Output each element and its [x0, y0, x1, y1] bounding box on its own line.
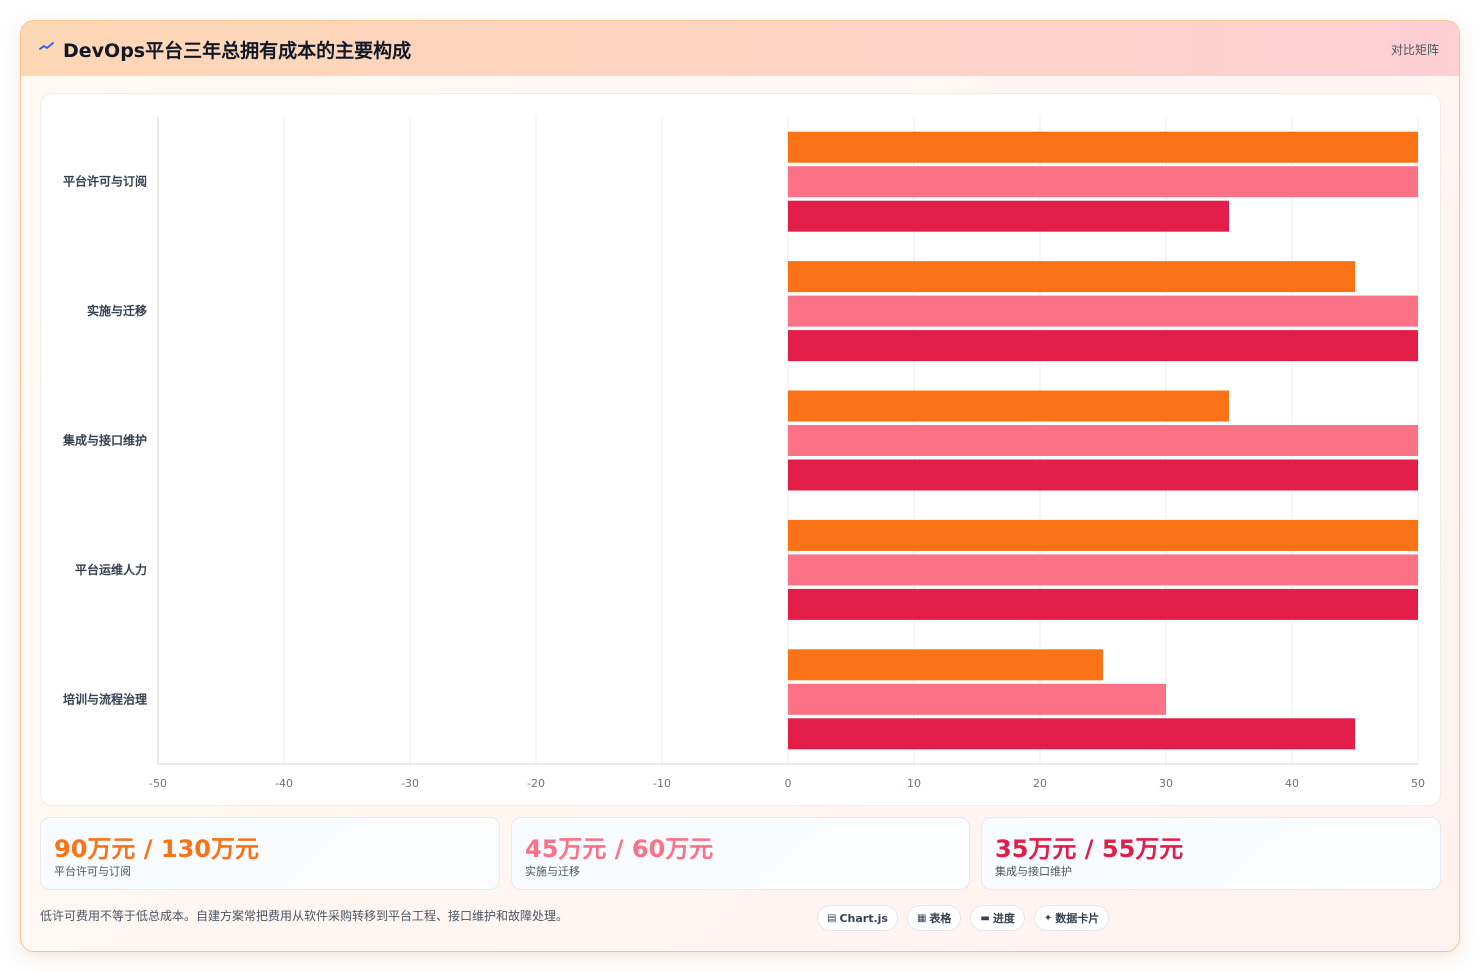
y-category-label: 平台运维人力 — [75, 562, 147, 577]
footnote: 低许可费用不等于低总成本。自建方案常把费用从软件采购转移到平台工程、接口维护和故… — [40, 909, 569, 923]
bar — [788, 554, 1418, 586]
chart-card: DevOps平台三年总拥有成本的主要构成 对比矩阵 -50 -40 -30 -20 -1… — [20, 20, 1460, 952]
bar — [788, 425, 1418, 456]
chip-label: 进度 — [992, 912, 1015, 925]
chip-progress[interactable]: ▬ 进度 — [970, 905, 1025, 931]
x-tick-label: 0 — [785, 777, 792, 790]
stat-label: 实施与迁移 — [525, 865, 580, 878]
x-tick-label: 50 — [1411, 777, 1425, 790]
sparkline-icon — [39, 42, 54, 50]
bar — [788, 166, 1418, 198]
chart-panel: -50 -40 -30 -20 -10 0 10 20 30 40 50 平台许可与订阅实施与迁移集成… — [40, 93, 1441, 806]
progress-icon: ▬ — [980, 912, 990, 924]
chip-label: 表格 — [929, 912, 952, 925]
bar — [788, 390, 1229, 422]
stat-value: 35万元 / 55万元 — [995, 835, 1184, 863]
x-tick-label: 30 — [1159, 777, 1173, 790]
chip-data-card[interactable]: ✦ 数据卡片 — [1033, 905, 1110, 931]
bar — [788, 649, 1103, 681]
y-category-label: 培训与流程治理 — [63, 691, 147, 706]
y-category-label: 集成与接口维护 — [62, 433, 147, 448]
bar — [788, 131, 1418, 163]
bar — [788, 330, 1418, 362]
bar — [788, 295, 1418, 327]
chip-chartjs[interactable]: ▤ Chart.js — [817, 905, 898, 931]
chip-table[interactable]: ▦ 表格 — [906, 905, 962, 931]
x-tick-label: 10 — [907, 777, 921, 790]
view-chips: ▤ Chart.js ▦ 表格 ▬ 进度 ✦ 数据卡片 — [817, 905, 1110, 931]
stat-value: 45万元 / 60万元 — [525, 835, 714, 863]
x-tick-label: -50 — [149, 777, 167, 790]
bar-chart: -50 -40 -30 -20 -10 0 10 20 30 40 50 平台许可与订阅实施与迁移集成… — [62, 117, 1425, 790]
x-tick-label: 20 — [1033, 777, 1047, 790]
stat-card-implementation: 45万元 / 60万元 实施与迁移 — [511, 817, 970, 890]
x-tick-label: -20 — [527, 777, 545, 790]
bar — [788, 261, 1355, 293]
x-tick-label: -40 — [275, 777, 293, 790]
y-category-label: 平台许可与订阅 — [63, 174, 147, 189]
y-category-label: 实施与迁移 — [87, 303, 147, 318]
bar — [788, 519, 1418, 551]
bar — [788, 200, 1229, 232]
x-tick-label: 40 — [1285, 777, 1299, 790]
bar — [788, 718, 1355, 750]
chip-label: Chart.js — [839, 911, 888, 925]
bar — [788, 588, 1418, 620]
stat-card-license: 90万元 / 130万元 平台许可与订阅 — [40, 817, 500, 890]
x-tick-label: -10 — [653, 777, 671, 790]
stat-value: 90万元 / 130万元 — [54, 835, 259, 863]
view-tag[interactable]: 对比矩阵 — [1390, 43, 1439, 57]
chip-label: 数据卡片 — [1055, 912, 1100, 925]
stat-card-integration: 35万元 / 55万元 集成与接口维护 — [981, 817, 1441, 890]
table-icon: ▦ — [916, 912, 927, 924]
page-title: DevOps平台三年总拥有成本的主要构成 — [63, 40, 412, 62]
sparkle-icon: ✦ — [1043, 912, 1053, 924]
x-tick-label: -30 — [401, 777, 419, 790]
bar — [788, 683, 1166, 715]
card-header: DevOps平台三年总拥有成本的主要构成 对比矩阵 — [21, 21, 1459, 76]
stat-label: 集成与接口维护 — [995, 865, 1072, 878]
chart-icon: ▤ — [827, 912, 837, 924]
stat-label: 平台许可与订阅 — [54, 865, 131, 878]
bar — [788, 459, 1418, 491]
